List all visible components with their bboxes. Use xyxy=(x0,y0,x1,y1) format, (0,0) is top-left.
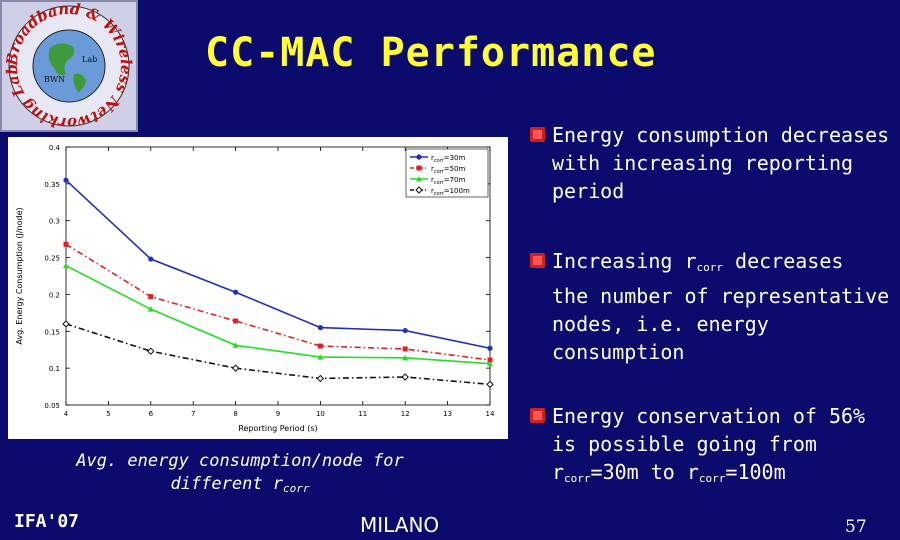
data-point xyxy=(63,177,69,183)
data-point xyxy=(486,380,494,389)
bullet-subscript: corr xyxy=(696,261,724,274)
x-tick-label: 11 xyxy=(358,410,367,418)
data-point xyxy=(401,373,409,381)
footer-location: MILANO xyxy=(360,513,440,537)
bullet-subscript: corr xyxy=(564,472,591,485)
data-point xyxy=(232,342,239,348)
y-tick-label: 0.1 xyxy=(49,365,60,373)
x-tick-label: 14 xyxy=(486,410,495,418)
data-point xyxy=(416,154,422,160)
series-line xyxy=(65,323,491,386)
data-point xyxy=(402,327,408,334)
bullet-energy-decrease: Energy consumption decreases with increa… xyxy=(530,121,890,205)
x-tick-label: 6 xyxy=(149,410,154,418)
y-axis-label: Avg. Energy Consumption (J/node) xyxy=(15,207,24,344)
x-tick-label: 4 xyxy=(64,410,69,418)
x-tick-label: 9 xyxy=(276,410,280,418)
y-tick-label: 0.25 xyxy=(44,255,60,263)
data-point xyxy=(148,256,154,262)
series-line xyxy=(65,264,491,365)
bullet-subscript: corr xyxy=(698,472,726,485)
chart-caption: Avg. energy consumption/node for differe… xyxy=(40,450,440,500)
data-point xyxy=(487,357,493,363)
data-point xyxy=(233,289,239,295)
bwn-lab-logo: Broadband & Wireless Networking Laborato… xyxy=(0,0,138,132)
logo-lab-text: Lab xyxy=(82,55,97,64)
data-point xyxy=(63,262,69,269)
x-axis-label: Reporting Period (s) xyxy=(238,424,317,433)
data-point xyxy=(148,294,154,300)
bullet-square-icon xyxy=(530,408,545,423)
data-point xyxy=(416,165,422,171)
data-point xyxy=(487,360,493,367)
legend-label: rcorr=30m xyxy=(431,154,466,164)
x-tick-label: 10 xyxy=(316,410,325,418)
bullet-text-pre: Increasing r xyxy=(552,249,697,273)
y-tick-label: 0.2 xyxy=(49,291,60,299)
data-point xyxy=(402,346,408,352)
data-point xyxy=(63,241,69,247)
data-point xyxy=(317,354,324,360)
data-point xyxy=(416,176,422,182)
data-point xyxy=(316,374,325,383)
y-tick-label: 0.05 xyxy=(44,402,60,410)
page-number: 57 xyxy=(845,517,867,537)
legend-label: rcorr=100m xyxy=(431,187,470,197)
data-point xyxy=(402,354,409,361)
x-tick-label: 13 xyxy=(443,410,452,418)
data-point xyxy=(415,186,423,194)
x-tick-label: 7 xyxy=(191,410,195,418)
y-tick-label: 0.3 xyxy=(49,218,60,226)
bullet-square-icon xyxy=(530,253,545,268)
series-line xyxy=(65,243,491,361)
bullet-energy-conservation: Energy conservation of 56% is possible g… xyxy=(530,402,890,493)
bullet-rcorr-increase: Increasing rcorr decreases the number of… xyxy=(530,247,890,366)
legend-label: rcorr=50m xyxy=(431,165,466,175)
data-point xyxy=(317,343,323,349)
slide-title: CC-MAC Performance xyxy=(205,30,657,76)
series-line xyxy=(65,179,491,350)
bullet-text-line1: Energy conservation of 56% is possible g… xyxy=(552,404,866,456)
chart-svg: 0.05 0.1 0.15 0.2 0.25 0.3 0.35 0.4 4 5 6 7 8 9 10 11 12… xyxy=(15,144,495,433)
data-point xyxy=(62,320,70,328)
x-tick-label: 5 xyxy=(106,410,110,418)
y-tick-label: 0.4 xyxy=(49,144,61,152)
data-point xyxy=(317,325,323,331)
bullet-square-icon xyxy=(530,127,545,142)
logo-graphic: Broadband & Wireless Networking Laborato… xyxy=(0,0,135,132)
y-tick-label: 0.15 xyxy=(44,328,60,336)
x-tick-label: 8 xyxy=(233,410,237,418)
x-tick-label: 12 xyxy=(401,410,410,418)
data-point xyxy=(233,318,239,324)
data-point xyxy=(487,345,493,351)
continent-shape xyxy=(48,43,75,76)
footer-conference: IFA'07 xyxy=(14,511,80,532)
bullet-text-post: decreases the number of representative n… xyxy=(552,249,890,364)
caption-line1: Avg. energy consumption/node for xyxy=(76,451,404,471)
y-tick-label: 0.35 xyxy=(44,181,60,189)
bullet-text: Energy consumption decreases with increa… xyxy=(552,123,890,203)
data-point xyxy=(231,364,240,372)
energy-chart: 0.05 0.1 0.15 0.2 0.25 0.3 0.35 0.4 4 5 6 7 8 9 10 11 12… xyxy=(8,137,508,439)
legend-label: rcorr=70m xyxy=(431,176,466,186)
data-point xyxy=(147,347,155,355)
caption-line2: different r xyxy=(170,474,284,494)
data-point xyxy=(147,306,154,312)
globe-icon xyxy=(32,29,106,103)
logo-bwn-text: BWN xyxy=(44,75,65,84)
caption-subscript: corr xyxy=(283,482,310,495)
